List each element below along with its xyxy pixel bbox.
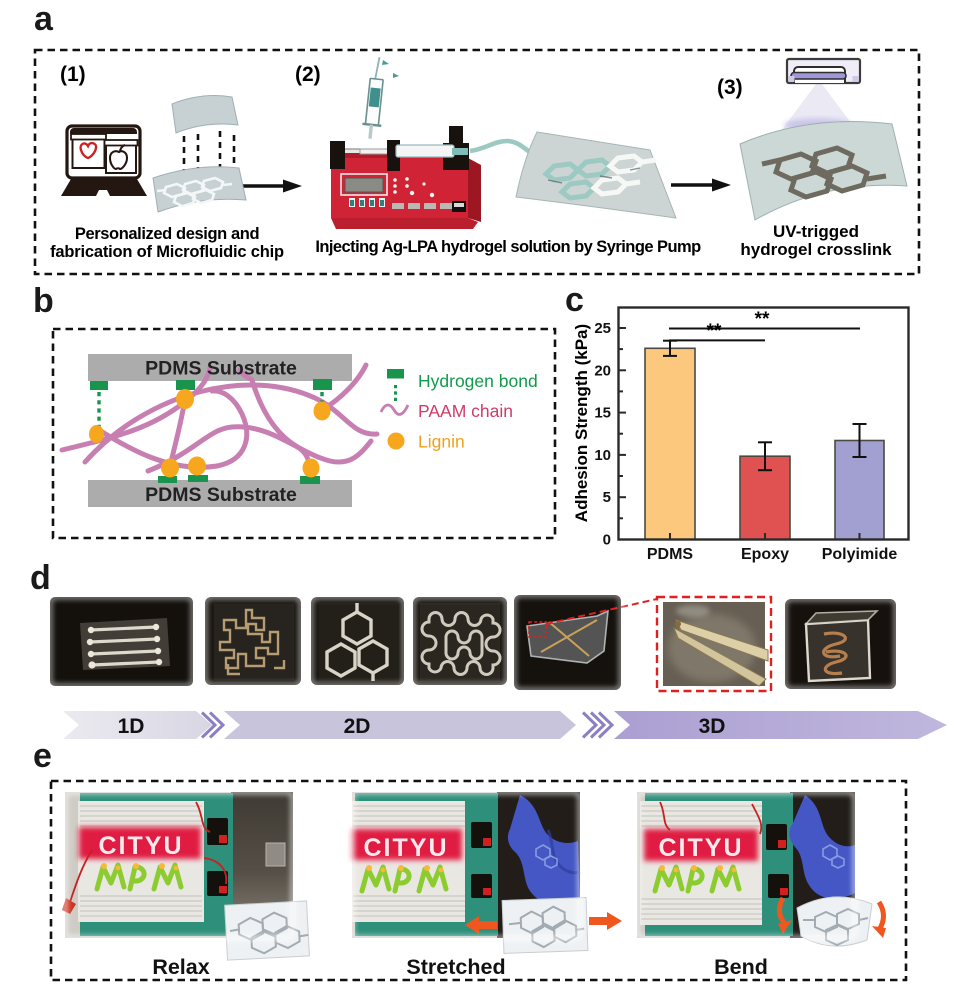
svg-text:(1): (1): [60, 63, 86, 86]
svg-text:**: **: [707, 321, 722, 342]
svg-text:Injecting Ag-LPA hydrogel solu: Injecting Ag-LPA hydrogel solution by Sy…: [315, 238, 701, 256]
svg-text:hydrogel crosslink: hydrogel crosslink: [740, 240, 892, 259]
svg-text:UV-trigged: UV-trigged: [773, 222, 859, 241]
svg-text:Adhesion Strength (kPa): Adhesion Strength (kPa): [572, 324, 591, 522]
svg-text:3D: 3D: [699, 715, 726, 738]
svg-text:PDMS: PDMS: [647, 546, 694, 563]
svg-text:CITYU: CITYU: [364, 834, 449, 862]
svg-text:PAAM chain: PAAM chain: [418, 401, 513, 421]
svg-text:Hydrogen bond: Hydrogen bond: [418, 371, 538, 391]
svg-text:2D: 2D: [344, 715, 371, 738]
svg-text:Relax: Relax: [152, 955, 209, 979]
svg-text:15: 15: [594, 405, 611, 422]
svg-text:(3): (3): [717, 76, 743, 99]
svg-text:**: **: [755, 309, 770, 330]
svg-text:Epoxy: Epoxy: [741, 546, 789, 563]
svg-text:fabrication of Microfluidic ch: fabrication of Microfluidic chip: [50, 243, 284, 261]
svg-text:CITYU: CITYU: [659, 834, 744, 862]
svg-text:Personalized design and: Personalized design and: [75, 225, 259, 243]
svg-text:0: 0: [603, 532, 611, 549]
svg-text:5: 5: [603, 489, 611, 506]
svg-text:(2): (2): [295, 63, 321, 86]
svg-text:PDMS Substrate: PDMS Substrate: [145, 484, 297, 506]
svg-text:PDMS Substrate: PDMS Substrate: [145, 358, 297, 380]
svg-text:10: 10: [594, 447, 611, 464]
svg-text:Stretched: Stretched: [406, 955, 505, 979]
svg-text:25: 25: [594, 320, 611, 337]
svg-text:1D: 1D: [118, 715, 145, 738]
svg-text:20: 20: [594, 362, 611, 379]
svg-text:Lignin: Lignin: [418, 432, 465, 452]
svg-text:Polyimide: Polyimide: [822, 546, 898, 563]
svg-text:Bend: Bend: [714, 955, 768, 979]
svg-text:CITYU: CITYU: [99, 832, 184, 860]
